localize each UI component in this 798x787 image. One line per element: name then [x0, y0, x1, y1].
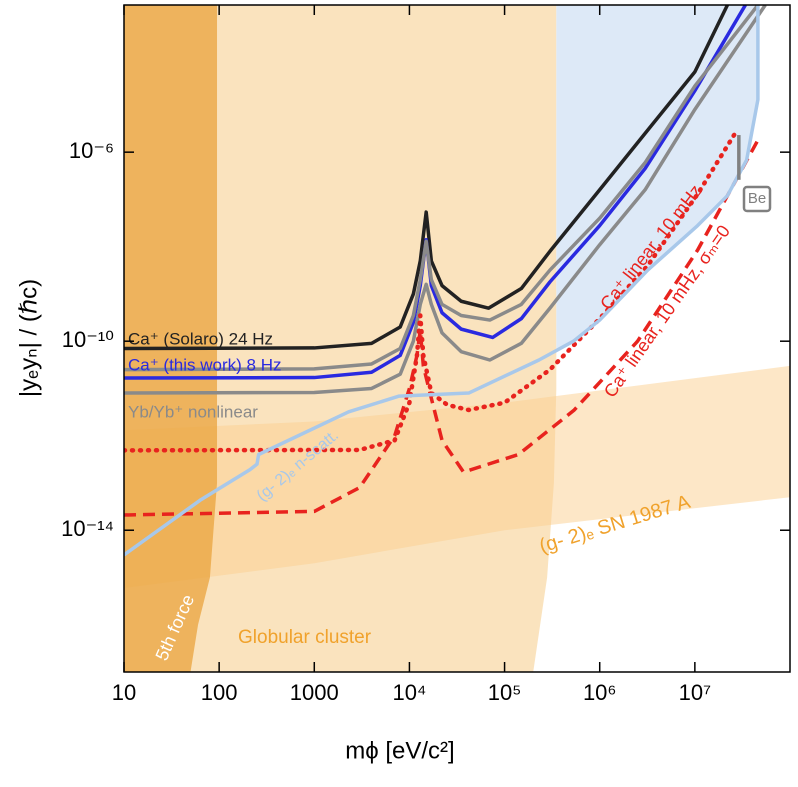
series-line	[124, 127, 740, 453]
series-line	[124, 5, 760, 372]
series-label: Be	[748, 190, 766, 207]
x-tick-label: 10⁶	[583, 680, 617, 705]
region-label: Globular cluster	[238, 627, 372, 648]
plot-area	[124, 5, 790, 672]
x-tick-label: 10⁴	[392, 680, 426, 705]
y-tick-label: 10⁻¹⁴	[61, 516, 114, 541]
series-label: Yb/Yb⁺ nonlinear	[128, 402, 258, 421]
region	[556, 5, 758, 349]
series-line	[124, 5, 730, 351]
region	[124, 365, 790, 588]
y-tick-label: 10⁻¹⁰	[62, 327, 114, 352]
series-line	[124, 139, 760, 517]
x-tick-label: 100	[201, 680, 238, 705]
series-label: Ca⁺ (this work) 8 Hz	[128, 355, 282, 374]
series-label: Ca⁺ (Solaro) 24 Hz	[128, 329, 273, 348]
series-line	[124, 5, 760, 557]
x-tick-label: 1000	[290, 680, 339, 705]
y-tick-label: 10⁻⁶	[69, 138, 114, 163]
x-axis-label: mϕ [eV/c²]	[345, 737, 454, 764]
x-tick-label: 10	[112, 680, 136, 705]
x-tick-label: 10⁷	[679, 680, 711, 705]
series-line	[124, 5, 767, 395]
be-box	[742, 185, 772, 213]
x-tick-label: 10⁵	[488, 680, 522, 705]
plot-frame	[123, 4, 791, 673]
y-axis-label: |yₑyₙ| / (ℏc)	[15, 279, 42, 397]
series-line	[124, 5, 747, 380]
